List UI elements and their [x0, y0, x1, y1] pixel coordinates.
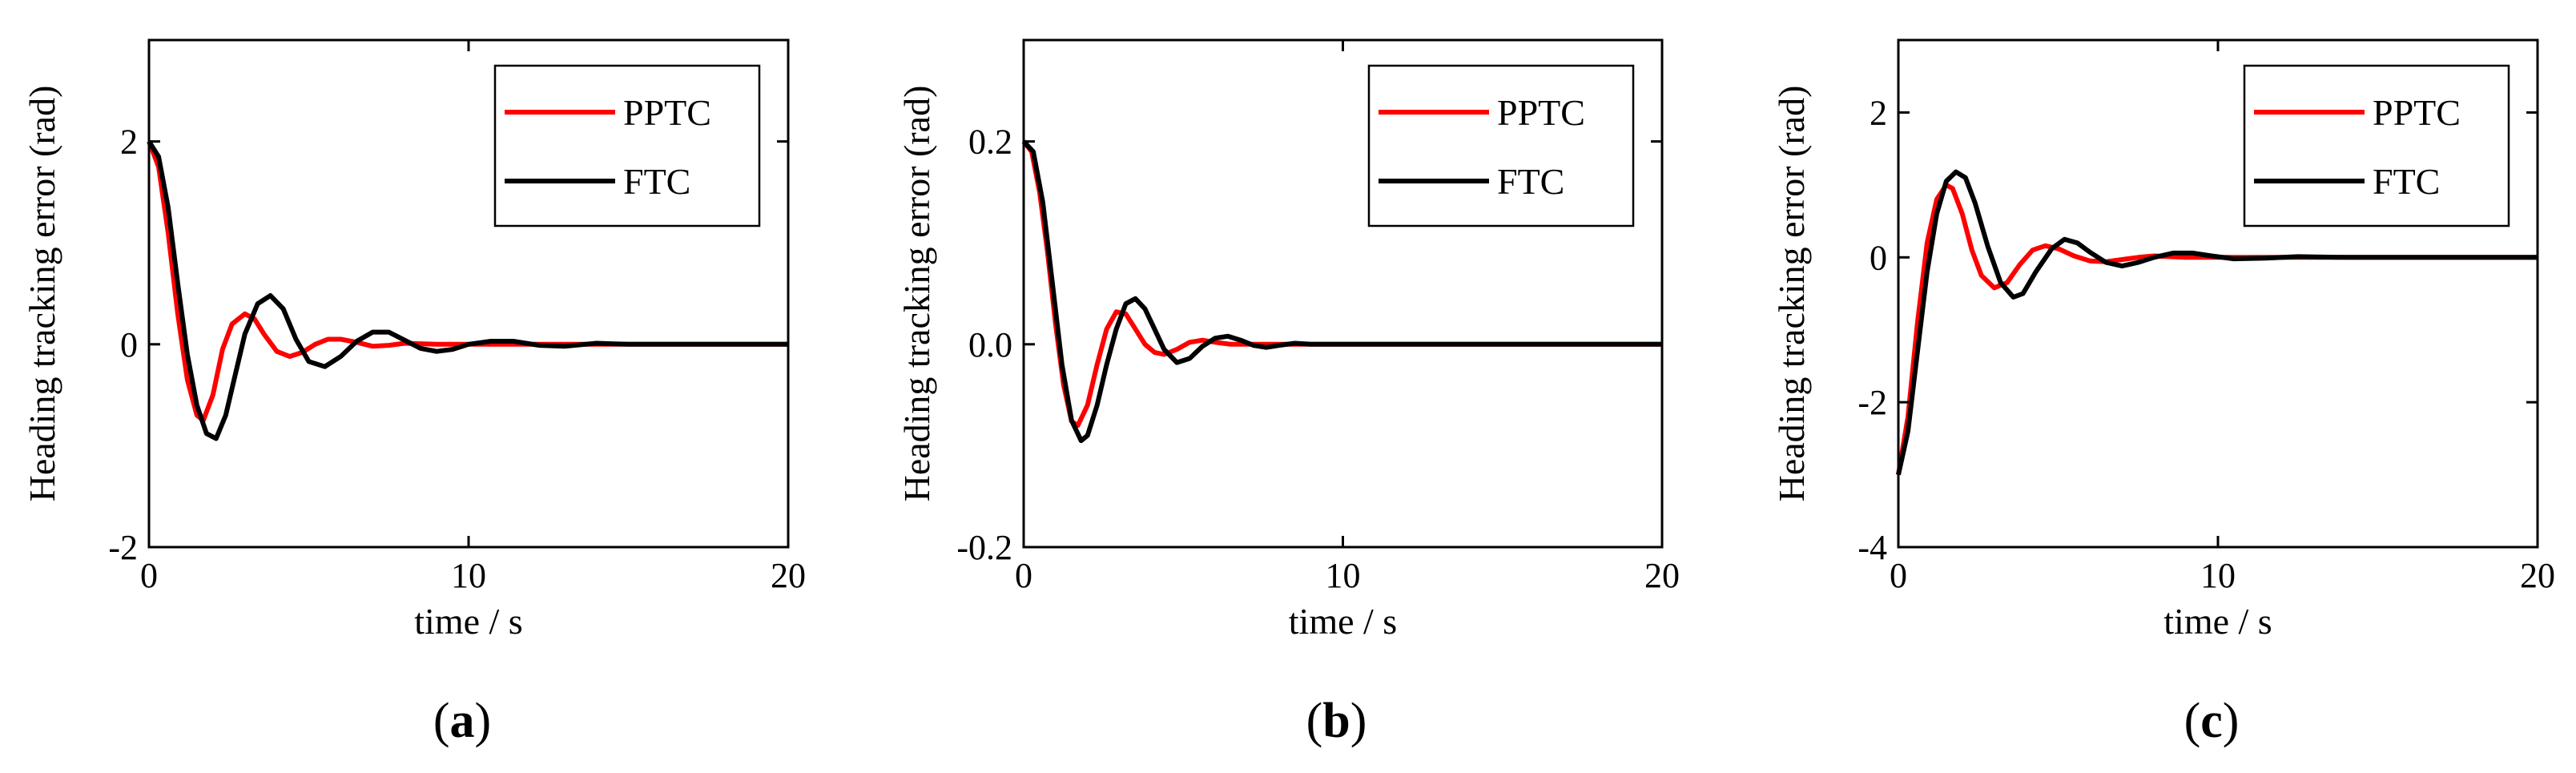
- y-tick-label: 0.0: [968, 325, 1012, 364]
- y-axis-label: Heading tracking error (rad): [896, 86, 937, 502]
- legend-label-pptc: PPTC: [1497, 92, 1585, 133]
- x-tick-label: 0: [140, 556, 158, 595]
- x-axis-label: time / s: [2163, 601, 2272, 642]
- y-tick-label: 2: [1870, 93, 1887, 132]
- y-tick-label: -4: [1858, 528, 1887, 567]
- y-tick-label: 2: [120, 123, 138, 162]
- y-tick-label: -2: [1858, 383, 1887, 422]
- x-tick-label: 10: [1326, 556, 1361, 595]
- x-tick-label: 10: [451, 556, 486, 595]
- y-tick-label: 0: [120, 325, 138, 364]
- panel-label: (b): [1306, 694, 1367, 748]
- x-tick-label: 20: [2520, 556, 2555, 595]
- x-tick-label: 0: [1015, 556, 1032, 595]
- x-tick-label: 20: [1644, 556, 1680, 595]
- series-line-ftc: [147, 139, 788, 441]
- y-axis-label: Heading tracking error (rad): [22, 86, 62, 502]
- legend-label-ftc: FTC: [1497, 161, 1564, 202]
- legend-label-pptc: PPTC: [2373, 92, 2461, 133]
- y-tick-label: 0: [1870, 238, 1887, 277]
- x-tick-label: 0: [1890, 556, 1907, 595]
- chart-panel-b: 0 10 20 -0.2 0.0 0.2 time / s Heading tracking …: [896, 38, 1680, 748]
- x-tick-label: 10: [2200, 556, 2236, 595]
- series-line-pptc: [1896, 182, 2538, 476]
- y-tick-label: -2: [108, 528, 138, 567]
- x-axis-label: time / s: [1289, 601, 1397, 642]
- y-axis-label: Heading tracking error (rad): [1771, 86, 1812, 502]
- y-tick-label: 0.2: [968, 123, 1012, 162]
- panel-label: (a): [433, 694, 491, 748]
- series-line-ftc: [1021, 139, 1662, 444]
- legend-box: [1367, 64, 1635, 227]
- legend-label-ftc: FTC: [623, 161, 690, 202]
- legend-label-ftc: FTC: [2373, 161, 2440, 202]
- x-axis-label: time / s: [414, 601, 522, 642]
- series-line-ftc: [1896, 169, 2538, 476]
- legend-label-pptc: PPTC: [623, 92, 711, 133]
- legend-box: [2243, 64, 2510, 227]
- y-tick-label: -0.2: [956, 528, 1012, 567]
- x-tick-label: 20: [771, 556, 806, 595]
- chart-panel-c: 0 10 20 -4 -2 0 2 time / s Heading tracking erro…: [1771, 38, 2555, 748]
- legend-box: [493, 64, 761, 227]
- panel-label: (c): [2184, 694, 2240, 748]
